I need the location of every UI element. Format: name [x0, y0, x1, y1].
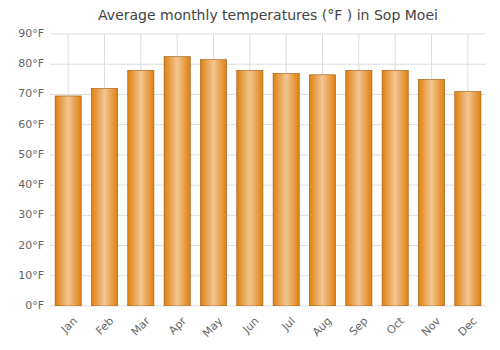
bar: [164, 57, 190, 306]
y-tick-label: 10°F: [18, 269, 44, 282]
bar: [128, 70, 154, 306]
y-tick-label: 0°F: [25, 299, 44, 312]
y-tick-label: 60°F: [18, 118, 44, 131]
bar: [346, 70, 372, 306]
x-tick-label: Jan: [58, 315, 80, 337]
y-tick-label: 80°F: [18, 57, 44, 70]
y-tick-label: 20°F: [18, 239, 44, 252]
chart: 0°F 10°F 20°F 30°F 40°F 50°F 60°F 70°F 80°F 90°F J…: [0, 0, 500, 350]
y-tick-label: 90°F: [18, 27, 44, 40]
y-grid-line: [50, 64, 486, 65]
bar: [418, 79, 444, 306]
x-tick-label: Jun: [240, 315, 262, 337]
bar: [55, 96, 81, 306]
y-axis: 0°F 10°F 20°F 30°F 40°F 50°F 60°F 70°F 80°F 90°F: [18, 27, 44, 312]
x-tick-label: Feb: [93, 315, 116, 338]
x-tick-label: Nov: [419, 314, 444, 339]
y-grid-line: [50, 34, 486, 35]
bar: [382, 70, 408, 306]
bar: [237, 70, 263, 306]
x-tick-label: May: [200, 314, 226, 340]
x-axis: Jan Feb Mar Apr May Jun Jul Aug Sep Oct Nov Dec: [58, 314, 480, 340]
x-tick-label: Mar: [129, 314, 153, 338]
bar: [273, 73, 299, 306]
bar: [455, 91, 481, 306]
bar: [200, 60, 226, 306]
x-tick-label: Apr: [166, 314, 189, 337]
y-tick-label: 50°F: [18, 148, 44, 161]
y-tick-label: 70°F: [18, 87, 44, 100]
x-tick-label: Aug: [310, 315, 334, 339]
title: Average monthly temperatures (°F ) in So…: [98, 7, 438, 23]
bars: [55, 57, 481, 306]
x-tick-label: Dec: [455, 315, 479, 339]
y-tick-label: 40°F: [18, 178, 44, 191]
x-tick-label: Jul: [279, 315, 298, 334]
x-tick-label: Oct: [384, 314, 407, 337]
bar: [309, 75, 335, 306]
bar: [91, 88, 117, 306]
y-tick-label: 30°F: [18, 208, 44, 221]
x-tick-label: Sep: [347, 315, 371, 339]
grid: [50, 34, 486, 306]
